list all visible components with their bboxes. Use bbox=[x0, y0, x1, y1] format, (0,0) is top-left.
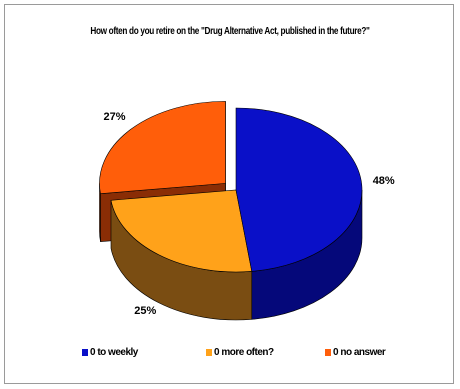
legend-item-weekly: 0 to weekly bbox=[82, 347, 138, 358]
legend-swatch-no-answer bbox=[325, 349, 331, 356]
legend: 0 to weekly 0 more often? 0 no answer bbox=[0, 347, 460, 363]
legend-label-weekly: 0 to weekly bbox=[90, 347, 138, 358]
data-label-weekly: 48% bbox=[373, 175, 395, 187]
chart-title: How often do you retire on the "Drug Alt… bbox=[90, 26, 370, 37]
legend-item-no-answer: 0 no answer bbox=[325, 347, 386, 358]
slice-more-often bbox=[110, 189, 253, 273]
legend-item-more-often: 0 more often? bbox=[206, 347, 274, 358]
legend-swatch-weekly bbox=[82, 349, 88, 356]
slice-weekly bbox=[235, 107, 363, 272]
data-label-no-answer: 27% bbox=[103, 111, 125, 123]
legend-swatch-more-often bbox=[206, 349, 212, 356]
legend-label-more-often: 0 more often? bbox=[214, 347, 274, 358]
data-label-more-often: 25% bbox=[134, 305, 156, 317]
slice-no-answer bbox=[99, 101, 226, 194]
legend-label-no-answer: 0 no answer bbox=[333, 347, 386, 358]
